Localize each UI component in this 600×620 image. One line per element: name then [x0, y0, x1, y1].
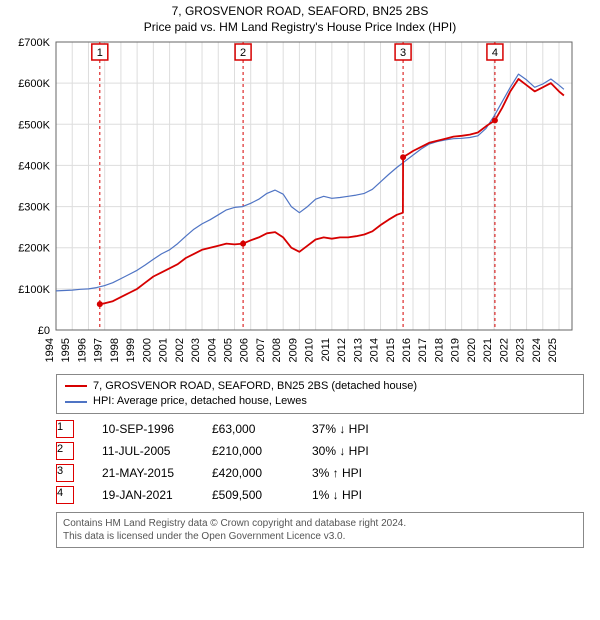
- svg-text:£700K: £700K: [18, 38, 50, 49]
- svg-text:2021: 2021: [482, 338, 494, 362]
- svg-text:£100K: £100K: [18, 283, 50, 295]
- sale-date: 19-JAN-2021: [102, 488, 212, 502]
- svg-text:4: 4: [492, 47, 498, 59]
- svg-text:1998: 1998: [109, 338, 121, 362]
- svg-text:£200K: £200K: [18, 242, 50, 254]
- svg-text:1994: 1994: [44, 338, 56, 362]
- svg-text:2022: 2022: [498, 338, 510, 362]
- svg-text:2008: 2008: [271, 338, 283, 362]
- sale-price: £420,000: [212, 466, 312, 480]
- sale-price: £63,000: [212, 422, 312, 436]
- svg-text:1999: 1999: [125, 338, 137, 362]
- svg-text:£400K: £400K: [18, 160, 50, 172]
- svg-text:2006: 2006: [239, 338, 251, 362]
- sale-row: 4 19-JAN-2021 £509,500 1% ↓ HPI: [56, 484, 584, 506]
- svg-text:2015: 2015: [385, 338, 397, 362]
- svg-text:2009: 2009: [287, 338, 299, 362]
- svg-text:1997: 1997: [93, 338, 105, 362]
- legend-item-price-paid: 7, GROSVENOR ROAD, SEAFORD, BN25 2BS (de…: [65, 379, 575, 394]
- sale-delta: 3% ↑ HPI: [312, 466, 412, 480]
- svg-text:£500K: £500K: [18, 119, 50, 131]
- attribution-line: Contains HM Land Registry data © Crown c…: [63, 517, 577, 530]
- price-chart: £0 £100K £200K £300K £400K £500K £600K £700K 199…: [4, 38, 596, 368]
- svg-text:2012: 2012: [336, 338, 348, 362]
- svg-text:2010: 2010: [304, 338, 316, 362]
- svg-text:2025: 2025: [547, 338, 559, 362]
- svg-text:2001: 2001: [158, 338, 170, 362]
- sale-price: £509,500: [212, 488, 312, 502]
- svg-text:2005: 2005: [222, 338, 234, 362]
- svg-text:2016: 2016: [401, 338, 413, 362]
- legend-label: HPI: Average price, detached house, Lewe…: [93, 394, 307, 409]
- legend-swatch: [65, 401, 87, 403]
- page-title: 7, GROSVENOR ROAD, SEAFORD, BN25 2BS: [4, 4, 596, 20]
- svg-text:2024: 2024: [531, 338, 543, 362]
- sale-marker-icon: 2: [56, 442, 74, 460]
- sale-marker-icon: 1: [56, 420, 74, 438]
- sale-row: 3 21-MAY-2015 £420,000 3% ↑ HPI: [56, 462, 584, 484]
- svg-text:3: 3: [400, 47, 406, 59]
- sale-delta: 37% ↓ HPI: [312, 422, 412, 436]
- legend: 7, GROSVENOR ROAD, SEAFORD, BN25 2BS (de…: [56, 374, 584, 415]
- svg-text:2020: 2020: [466, 338, 478, 362]
- svg-text:£0: £0: [38, 325, 50, 337]
- svg-text:2011: 2011: [320, 338, 332, 362]
- svg-text:£300K: £300K: [18, 201, 50, 213]
- svg-text:2003: 2003: [190, 338, 202, 362]
- sale-marker-icon: 4: [56, 486, 74, 504]
- page-subtitle: Price paid vs. HM Land Registry's House …: [4, 20, 596, 34]
- svg-text:2014: 2014: [369, 338, 381, 362]
- sale-delta: 30% ↓ HPI: [312, 444, 412, 458]
- legend-swatch: [65, 385, 87, 387]
- svg-text:2018: 2018: [433, 338, 445, 362]
- svg-text:£600K: £600K: [18, 78, 50, 90]
- sale-date: 10-SEP-1996: [102, 422, 212, 436]
- sale-price: £210,000: [212, 444, 312, 458]
- sale-delta: 1% ↓ HPI: [312, 488, 412, 502]
- sale-row: 2 11-JUL-2005 £210,000 30% ↓ HPI: [56, 440, 584, 462]
- svg-text:1996: 1996: [76, 338, 88, 362]
- svg-text:2004: 2004: [206, 338, 218, 362]
- sale-date: 11-JUL-2005: [102, 444, 212, 458]
- sale-date: 21-MAY-2015: [102, 466, 212, 480]
- svg-text:2007: 2007: [255, 338, 267, 362]
- legend-item-hpi: HPI: Average price, detached house, Lewe…: [65, 394, 575, 409]
- attribution: Contains HM Land Registry data © Crown c…: [56, 512, 584, 548]
- sale-marker-icon: 3: [56, 464, 74, 482]
- sale-row: 1 10-SEP-1996 £63,000 37% ↓ HPI: [56, 418, 584, 440]
- svg-text:2000: 2000: [141, 338, 153, 362]
- attribution-line: This data is licensed under the Open Gov…: [63, 530, 577, 543]
- svg-text:2: 2: [240, 47, 246, 59]
- svg-text:2023: 2023: [515, 338, 527, 362]
- sales-table: 1 10-SEP-1996 £63,000 37% ↓ HPI 2 11-JUL…: [56, 418, 584, 506]
- svg-text:2017: 2017: [417, 338, 429, 362]
- svg-text:2002: 2002: [174, 338, 186, 362]
- svg-text:2013: 2013: [352, 338, 364, 362]
- svg-text:2019: 2019: [450, 338, 462, 362]
- svg-text:1: 1: [97, 47, 103, 59]
- legend-label: 7, GROSVENOR ROAD, SEAFORD, BN25 2BS (de…: [93, 379, 417, 394]
- svg-text:1995: 1995: [60, 338, 72, 362]
